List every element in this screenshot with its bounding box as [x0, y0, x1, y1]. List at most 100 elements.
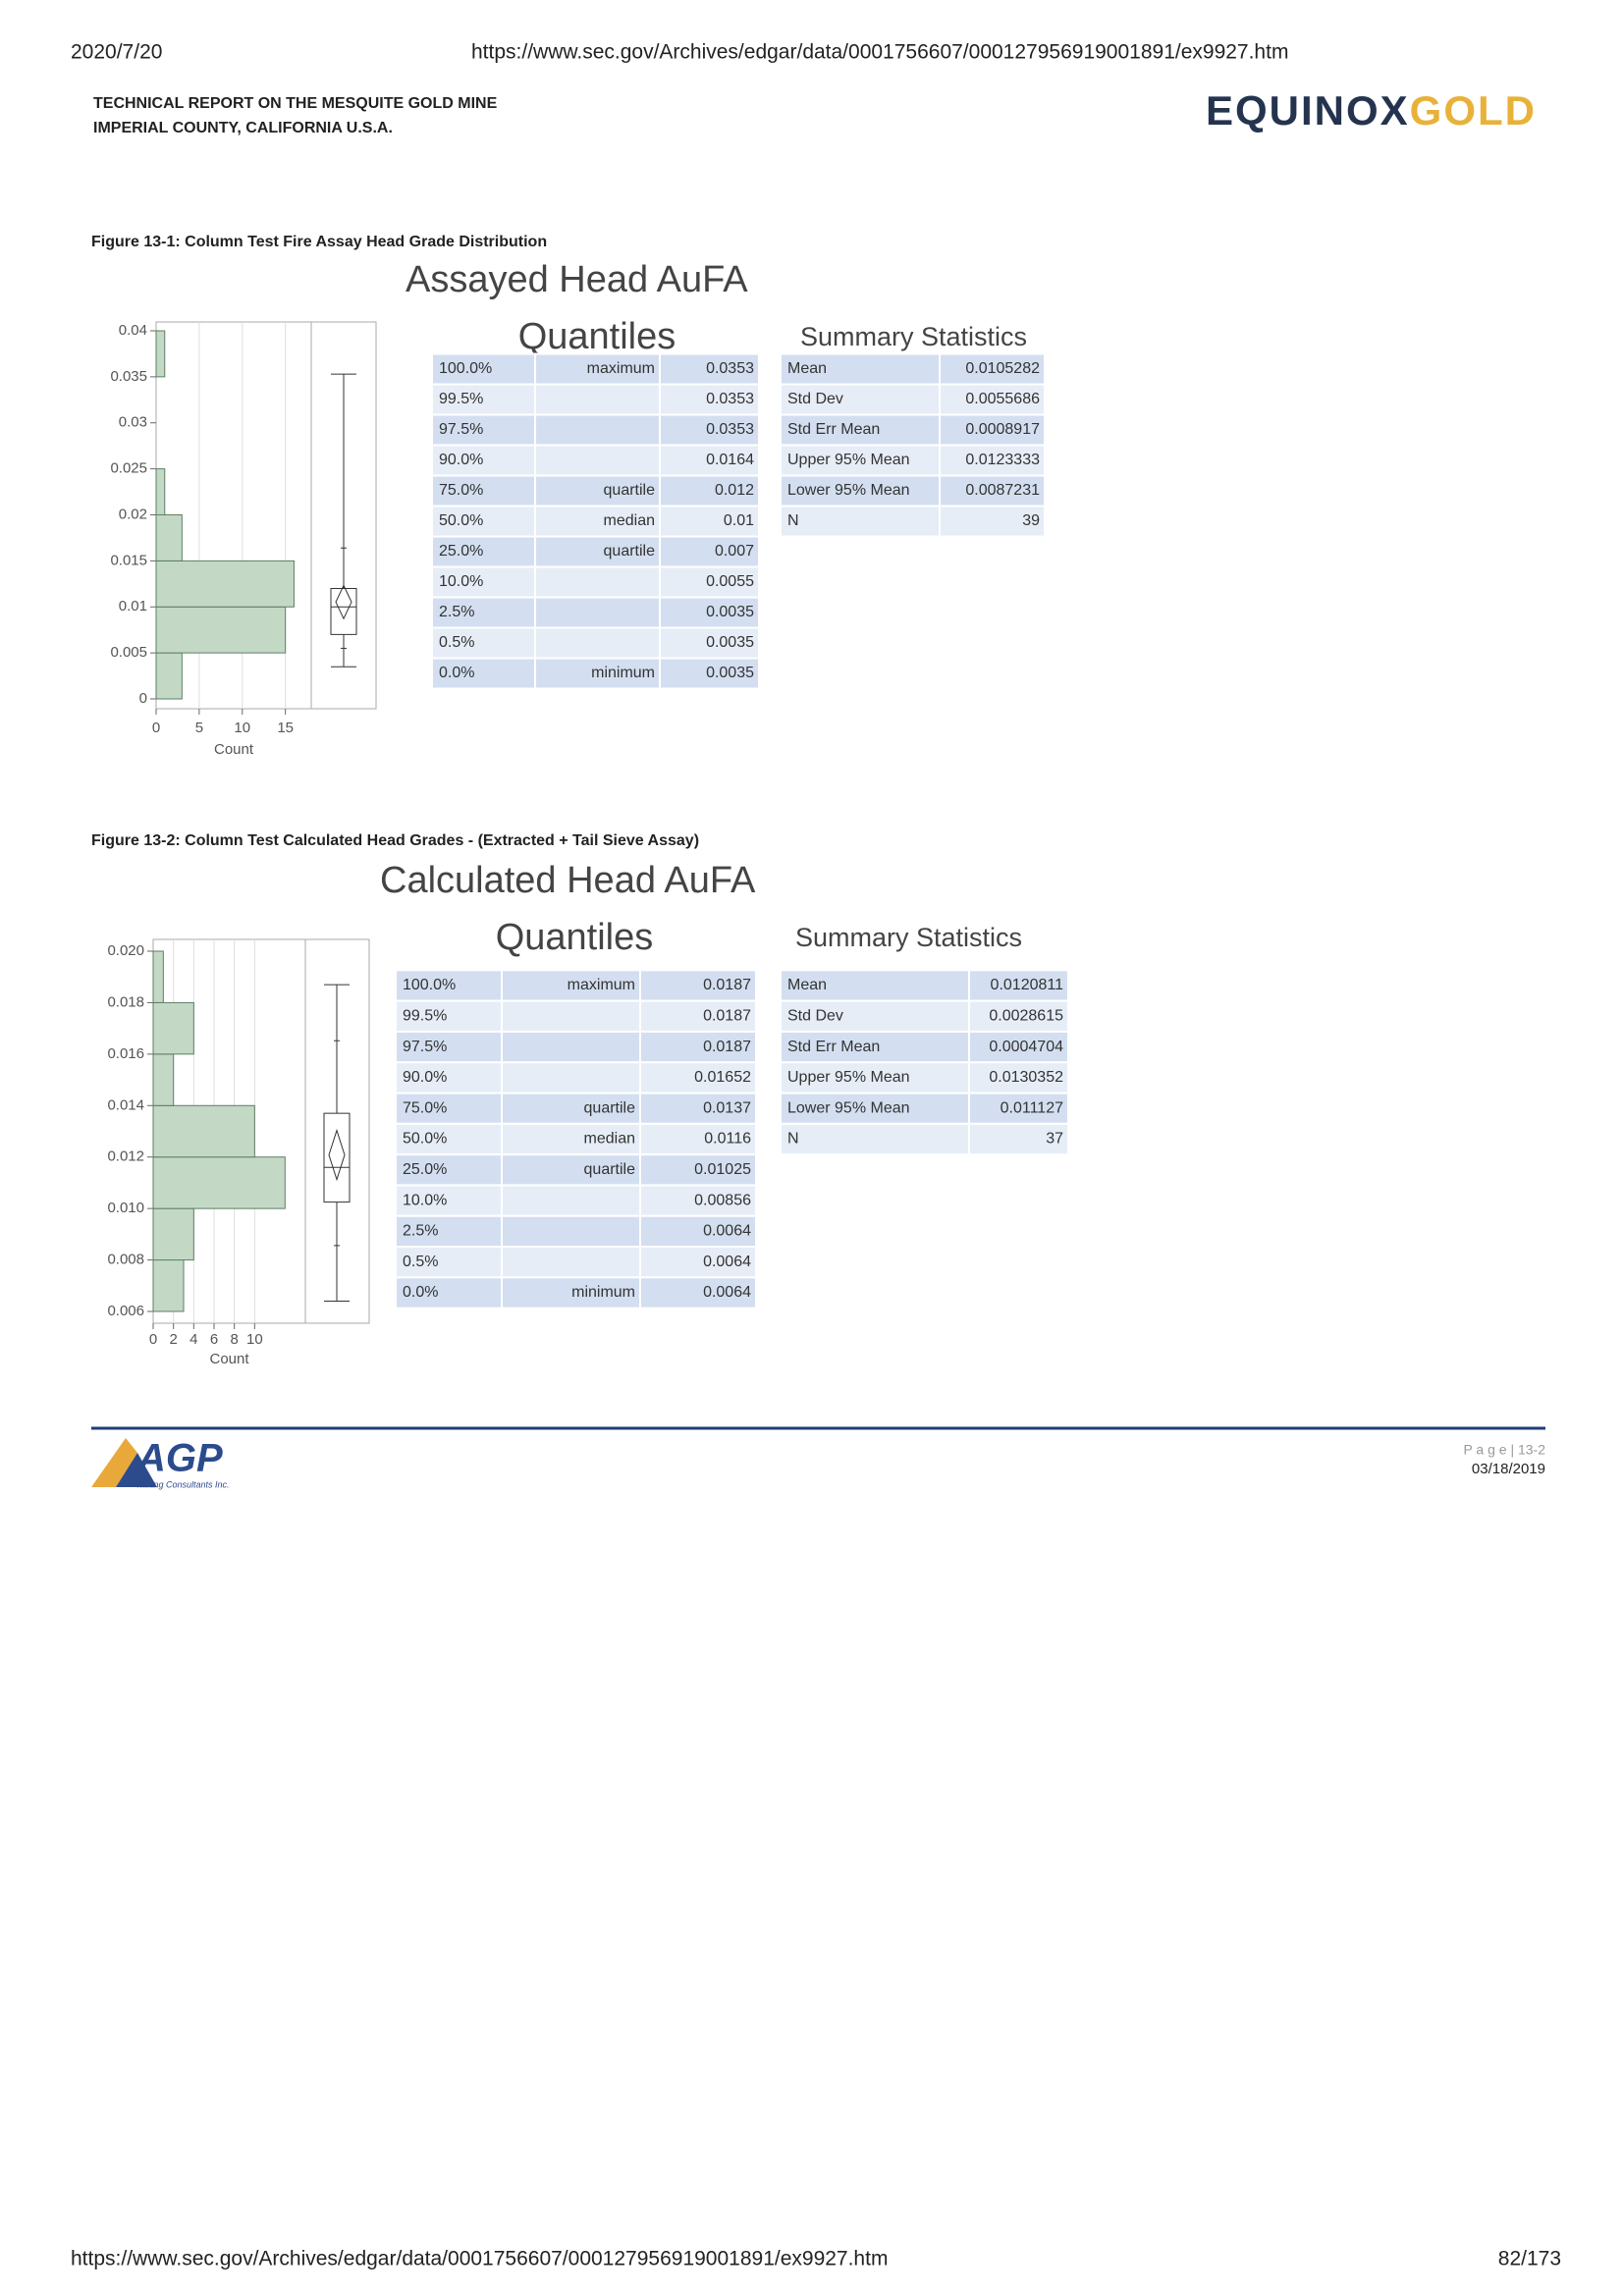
- quantile-value: 0.0035: [706, 604, 754, 620]
- y-tick-label: 0.035: [110, 368, 147, 385]
- table-cell: [534, 413, 661, 447]
- histogram-bar: [152, 1001, 194, 1055]
- quantile-label: quartile: [584, 1099, 636, 1116]
- plot-frame: [310, 321, 377, 710]
- quantile-percent: 2.5%: [403, 1223, 438, 1240]
- quantile-value: 0.007: [715, 543, 754, 560]
- figure-caption: Figure 13-1: Column Test Fire Assay Head…: [91, 234, 547, 250]
- statistic-value: 0.0008917: [965, 421, 1040, 438]
- plot-frame: [304, 938, 370, 1324]
- agp-logo-mark: [116, 1453, 157, 1487]
- quantile-value: 0.0137: [703, 1099, 751, 1116]
- histogram-bar: [152, 1104, 255, 1158]
- table-cell: [780, 1122, 970, 1156]
- table-cell: [968, 1122, 1069, 1156]
- statistic-name: N: [787, 1131, 799, 1148]
- quantile-label: minimum: [571, 1284, 635, 1301]
- table-cell: [395, 999, 503, 1033]
- x-tick-label: 10: [234, 720, 250, 736]
- y-tick-label: 0.016: [107, 1045, 144, 1062]
- table-cell: [659, 657, 760, 690]
- table-title: Summary Statistics: [795, 923, 1022, 952]
- table-cell: [534, 596, 661, 629]
- table-cell: [639, 1276, 757, 1309]
- histogram-bar: [155, 514, 183, 561]
- histogram-bar: [152, 950, 164, 1003]
- table-cell: [659, 413, 760, 447]
- quantile-value: 0.0035: [706, 665, 754, 681]
- table-cell: [431, 352, 536, 386]
- quantile-value: 0.01652: [694, 1069, 751, 1086]
- table-cell: [395, 969, 503, 1002]
- quantile-value: 0.01: [724, 512, 754, 529]
- histogram-bar: [152, 1207, 194, 1261]
- quantile-percent: 10.0%: [403, 1192, 447, 1208]
- quantile-percent: 2.5%: [439, 604, 474, 620]
- y-tick-label: 0.01: [119, 598, 147, 614]
- quantile-value: 0.0353: [706, 421, 754, 438]
- x-tick-label: 0: [149, 1331, 157, 1348]
- quantile-value: 0.01025: [694, 1161, 751, 1178]
- statistic-name: Upper 95% Mean: [787, 452, 910, 468]
- statistic-value: 0.0055686: [965, 391, 1040, 407]
- table-cell: [395, 1246, 503, 1279]
- quantile-label: median: [584, 1131, 635, 1148]
- quantile-percent: 25.0%: [403, 1161, 447, 1178]
- histogram-bar: [152, 1259, 185, 1312]
- table-cell: [501, 1184, 641, 1217]
- table-cell: [939, 505, 1046, 538]
- x-axis-label: Count: [214, 741, 254, 758]
- mean-diamond: [328, 1128, 346, 1182]
- table-cell: [659, 383, 760, 416]
- x-tick-label: 10: [246, 1331, 263, 1348]
- x-tick-label: 2: [169, 1331, 177, 1348]
- table-cell: [534, 383, 661, 416]
- table-cell: [501, 1214, 641, 1249]
- x-tick-label: 6: [210, 1331, 218, 1348]
- table-cell: [501, 1246, 641, 1279]
- table-cell: [501, 969, 641, 1002]
- x-axis-label: Count: [209, 1351, 249, 1367]
- statistic-value: 0.0120811: [991, 977, 1064, 993]
- agp-logo-text: AGP: [136, 1437, 223, 1480]
- table-cell: [501, 1092, 641, 1125]
- quantile-value: 0.0164: [706, 452, 754, 468]
- histogram-bar: [152, 1053, 175, 1106]
- report-date: 03/18/2019: [1472, 1461, 1545, 1477]
- table-cell: [639, 1122, 757, 1156]
- table-cell: [659, 474, 760, 507]
- report-title: TECHNICAL REPORT ON THE MESQUITE GOLD MI…: [93, 95, 498, 112]
- histogram-bar: [155, 468, 166, 515]
- table-cell: [780, 352, 941, 386]
- statistic-value: 0.0087231: [965, 482, 1040, 499]
- quantile-value: 0.0353: [706, 360, 754, 377]
- histogram-bar: [155, 330, 166, 378]
- statistic-value: 0.0123333: [965, 452, 1040, 468]
- quantile-percent: 75.0%: [439, 482, 483, 499]
- y-tick-label: 0.010: [107, 1200, 144, 1216]
- table-title: Quantiles: [518, 316, 676, 357]
- page-count: 82/173: [1498, 2248, 1561, 2270]
- print-date: 2020/7/20: [71, 41, 162, 64]
- quantile-value: 0.012: [715, 482, 754, 499]
- table-cell: [659, 535, 760, 568]
- agp-logo-mark: [91, 1438, 137, 1487]
- statistic-name: Std Err Mean: [787, 421, 880, 438]
- y-tick-label: 0.02: [119, 506, 147, 522]
- x-tick-label: 0: [152, 720, 160, 736]
- quantile-percent: 25.0%: [439, 543, 483, 560]
- table-cell: [939, 352, 1046, 386]
- quantile-value: 0.00856: [694, 1192, 751, 1208]
- table-cell: [639, 1214, 757, 1249]
- quantile-value: 0.0055: [706, 573, 754, 590]
- table-cell: [968, 969, 1069, 1002]
- quantile-percent: 100.0%: [439, 360, 492, 377]
- quantile-percent: 10.0%: [439, 573, 483, 590]
- quantile-label: median: [604, 512, 655, 529]
- statistic-name: Std Dev: [787, 391, 843, 407]
- table-cell: [501, 1153, 641, 1187]
- quantile-percent: 90.0%: [403, 1069, 447, 1086]
- table-cell: [639, 969, 757, 1002]
- y-tick-label: 0.015: [110, 552, 147, 568]
- statistic-value: 39: [1022, 512, 1040, 529]
